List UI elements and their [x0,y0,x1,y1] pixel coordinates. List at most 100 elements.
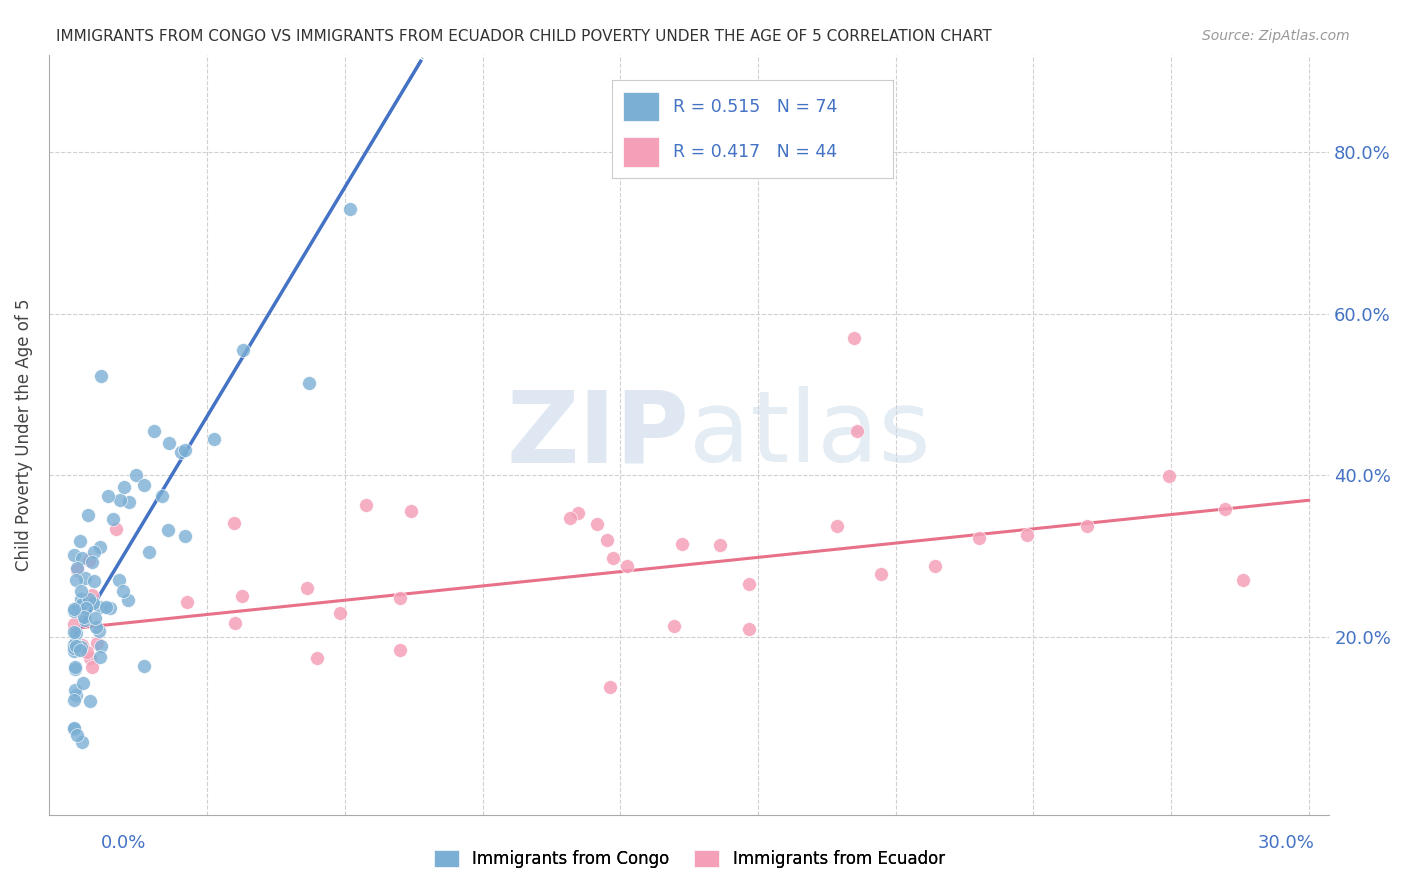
Point [298,376,321,391]
Point [62,617,84,632]
FancyBboxPatch shape [623,137,659,167]
Point [86,636,108,650]
Point [83,545,105,559]
Point [738,622,761,636]
Point [62,602,84,616]
Point [224,615,246,630]
Point [176,595,198,609]
Point [869,567,891,582]
Text: Source: ZipAtlas.com: Source: ZipAtlas.com [1202,29,1350,43]
Point [738,577,761,591]
Point [69,584,91,599]
Point [567,506,589,520]
Point [399,504,422,518]
Point [224,516,246,530]
Point [231,590,253,604]
Point [62,640,84,655]
Point [62,721,84,735]
Point [70,638,93,652]
Point [354,498,377,512]
Point [307,650,329,665]
Point [82,555,104,569]
Point [142,424,165,438]
Point [202,433,225,447]
Point [110,492,132,507]
Point [595,533,617,548]
Point [79,650,101,665]
Point [65,625,87,640]
Point [89,624,111,638]
Text: ZIP: ZIP [506,386,689,483]
Point [138,545,160,559]
Point [65,663,87,677]
Point [157,436,180,450]
Point [101,512,124,526]
Point [1213,502,1236,516]
Point [84,619,107,633]
Point [616,559,638,574]
Point [709,538,731,552]
Point [65,688,87,702]
Point [1076,519,1098,533]
Point [844,331,866,345]
Point [89,540,111,554]
Point [66,599,89,614]
Point [62,638,84,652]
Point [558,511,581,525]
Point [174,442,197,457]
Point [63,644,86,658]
Point [69,533,91,548]
Point [599,680,621,694]
Text: R = 0.515   N = 74: R = 0.515 N = 74 [673,98,838,116]
Point [924,559,946,574]
Point [70,735,93,749]
Point [156,523,179,537]
Point [90,369,112,384]
Point [65,574,87,588]
Point [62,604,84,618]
Point [105,522,128,536]
Point [89,599,111,614]
Legend: Immigrants from Congo, Immigrants from Ecuador: Immigrants from Congo, Immigrants from E… [427,843,952,874]
Point [75,601,97,615]
Point [98,600,121,615]
Point [75,571,97,585]
Point [70,592,93,607]
Point [174,529,197,543]
Point [62,722,84,736]
Point [84,611,107,625]
Point [846,425,869,439]
Point [94,599,117,614]
Point [662,618,685,632]
Point [70,640,93,654]
Point [108,573,131,587]
Point [132,478,155,492]
Y-axis label: Child Poverty Under the Age of 5: Child Poverty Under the Age of 5 [15,299,32,571]
Point [339,202,361,216]
Point [117,592,139,607]
Point [232,343,254,357]
Point [70,597,93,611]
Point [70,550,93,565]
Point [295,581,318,595]
Point [66,728,89,742]
Point [89,649,111,664]
Point [602,550,624,565]
FancyBboxPatch shape [623,92,659,121]
Point [585,516,607,531]
Point [112,583,135,598]
Point [97,489,120,503]
Point [79,694,101,708]
Point [82,659,104,673]
Point [1159,469,1181,483]
Point [117,495,139,509]
Point [76,645,98,659]
Text: R = 0.417   N = 44: R = 0.417 N = 44 [673,143,838,161]
Point [65,640,87,654]
Point [62,548,84,562]
Point [170,445,193,459]
Point [389,591,412,605]
Point [83,574,105,589]
Point [825,519,848,533]
Text: 30.0%: 30.0% [1258,834,1315,852]
